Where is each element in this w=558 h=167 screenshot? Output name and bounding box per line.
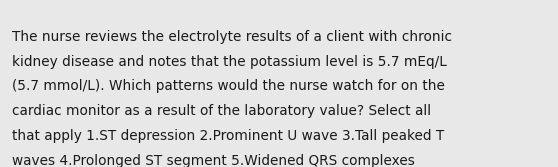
- Text: kidney disease and notes that the potassium level is 5.7 mEq/L: kidney disease and notes that the potass…: [12, 55, 447, 69]
- Text: that apply 1.ST depression 2.Prominent U wave 3.Tall peaked T: that apply 1.ST depression 2.Prominent U…: [12, 129, 445, 143]
- Text: cardiac monitor as a result of the laboratory value? Select all: cardiac monitor as a result of the labor…: [12, 104, 431, 118]
- Text: The nurse reviews the electrolyte results of a client with chronic: The nurse reviews the electrolyte result…: [12, 30, 453, 44]
- Text: (5.7 mmol/L). Which patterns would the nurse watch for on the: (5.7 mmol/L). Which patterns would the n…: [12, 79, 445, 94]
- Text: waves 4.Prolonged ST segment 5.Widened QRS complexes: waves 4.Prolonged ST segment 5.Widened Q…: [12, 154, 415, 167]
